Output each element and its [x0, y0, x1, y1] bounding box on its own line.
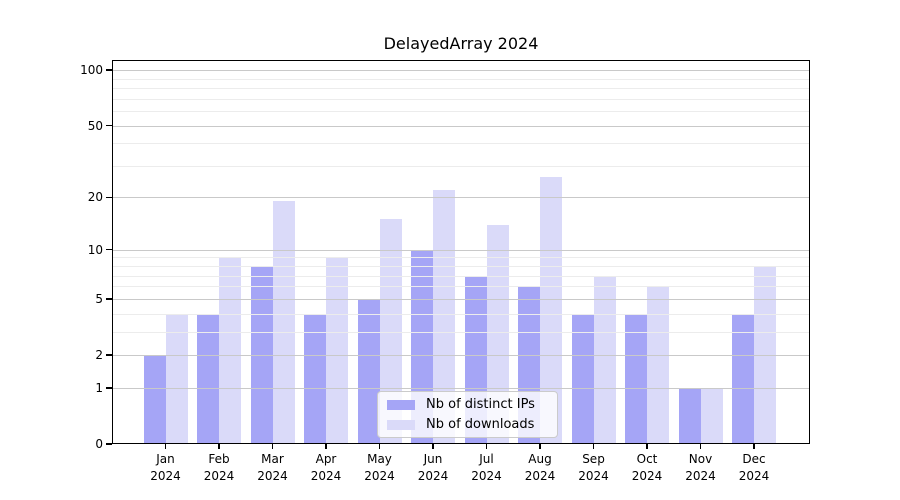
legend-label-downloads: Nb of downloads	[426, 417, 535, 432]
x-tick-label: Sep 2024	[578, 452, 609, 483]
plot-area: Nb of distinct IPs Nb of downloads	[112, 60, 810, 444]
major-gridline	[112, 249, 810, 251]
x-tick-mark	[485, 444, 488, 449]
x-tick-mark	[646, 444, 648, 449]
y-tick-mark	[106, 124, 112, 127]
bar-distinct-ips	[357, 298, 380, 444]
minor-gridline	[112, 98, 810, 100]
y-tick-label: 100	[80, 63, 103, 78]
y-tick-label: 20	[87, 190, 103, 205]
x-tick-label: May 2024	[364, 452, 395, 483]
y-tick-mark	[106, 249, 112, 251]
minor-gridline	[112, 165, 810, 167]
minor-gridline	[112, 286, 810, 288]
x-tick-mark	[432, 444, 434, 449]
minor-gridline	[112, 331, 810, 333]
x-tick-mark	[271, 444, 274, 449]
x-tick-label: Jan 2024	[150, 452, 181, 483]
major-gridline	[112, 70, 810, 72]
y-tick-mark	[106, 196, 112, 199]
grid-layer	[112, 60, 810, 444]
legend-swatch-distinct-ips	[387, 399, 415, 410]
minor-gridline	[112, 78, 810, 80]
bar-downloads	[593, 275, 616, 444]
bar-downloads	[647, 286, 669, 444]
bar-distinct-ips	[304, 313, 326, 444]
minor-gridline	[112, 266, 810, 268]
y-tick-mark	[106, 298, 112, 300]
bar-downloads	[486, 224, 509, 444]
major-gridline	[112, 298, 810, 300]
x-tick-mark	[164, 444, 167, 449]
bar-distinct-ips	[197, 313, 219, 444]
minor-gridline	[112, 275, 810, 277]
y-tick-label: 5	[95, 291, 103, 306]
major-gridline	[112, 387, 810, 389]
chart-title: DelayedArray 2024	[383, 34, 539, 53]
bar-downloads	[272, 201, 295, 444]
minor-gridline	[112, 111, 810, 113]
y-tick-label: 2	[95, 348, 103, 362]
minor-gridline	[112, 143, 810, 145]
legend-item-distinct-ips: Nb of distinct IPs	[387, 397, 549, 412]
major-gridline	[112, 197, 810, 199]
x-tick-label: Jul 2024	[471, 452, 502, 483]
bar-distinct-ips	[143, 355, 166, 444]
x-tick-mark	[753, 444, 755, 449]
minor-gridline	[112, 88, 810, 90]
x-tick-label: Nov 2024	[685, 452, 716, 483]
x-tick-mark	[378, 444, 381, 449]
x-tick-label: Apr 2024	[310, 452, 342, 483]
x-tick-label: Jun 2024	[417, 452, 449, 483]
y-tick-mark	[106, 387, 112, 389]
x-tick-mark	[699, 444, 702, 449]
y-tick-label: 50	[87, 118, 103, 133]
legend: Nb of distinct IPs Nb of downloads	[377, 391, 558, 438]
minor-gridline	[112, 313, 810, 315]
bar-downloads	[433, 190, 455, 444]
x-tick-mark	[218, 444, 220, 449]
legend-item-downloads: Nb of downloads	[387, 417, 549, 432]
bar-distinct-ips	[678, 387, 701, 444]
x-tick-mark	[592, 444, 595, 449]
legend-swatch-downloads	[387, 419, 415, 430]
major-gridline	[112, 125, 810, 127]
y-tick-mark	[106, 354, 112, 356]
y-tick-mark	[106, 69, 112, 71]
y-tick-label: 0	[95, 437, 103, 451]
legend-label-distinct-ips: Nb of distinct IPs	[426, 397, 535, 412]
bar-downloads	[165, 313, 188, 444]
x-tick-mark	[539, 444, 541, 449]
bar-downloads	[219, 257, 241, 444]
bar-downloads	[379, 219, 402, 444]
bar-downloads	[700, 387, 723, 444]
bar-distinct-ips	[571, 313, 594, 444]
x-tick-label: Oct 2024	[631, 452, 663, 483]
y-tick-label: 1	[95, 380, 103, 395]
bar-downloads	[326, 257, 348, 444]
x-tick-label: Mar 2024	[257, 452, 288, 483]
bar-distinct-ips	[625, 313, 647, 444]
y-tick-mark	[106, 443, 112, 445]
y-tick-label: 10	[87, 242, 103, 257]
x-tick-mark	[325, 444, 327, 449]
x-tick-label: Dec 2024	[738, 452, 770, 483]
bar-distinct-ips	[732, 313, 754, 444]
bar-downloads	[540, 177, 562, 444]
minor-gridline	[112, 257, 810, 259]
major-gridline	[112, 355, 810, 356]
x-tick-label: Feb 2024	[203, 452, 235, 483]
x-tick-label: Aug 2024	[524, 452, 556, 483]
